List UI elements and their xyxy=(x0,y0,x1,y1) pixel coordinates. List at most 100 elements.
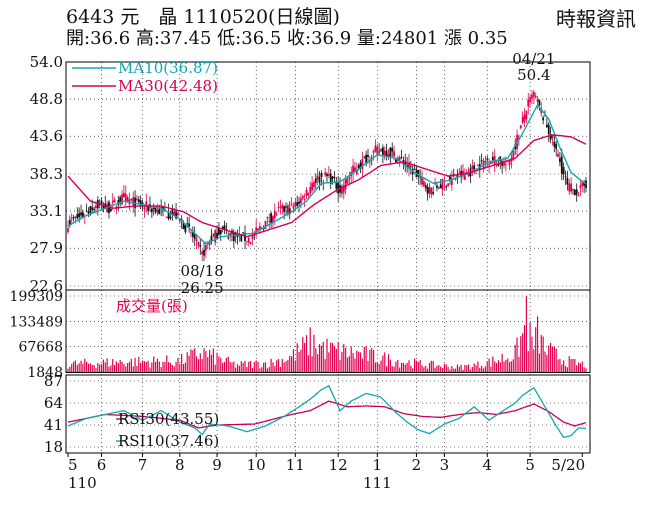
volume-bar xyxy=(259,368,261,372)
candle xyxy=(145,193,148,213)
volume-bar xyxy=(272,362,274,372)
candle-body xyxy=(326,173,328,177)
candle xyxy=(527,92,530,115)
candle xyxy=(445,184,448,191)
candle xyxy=(311,175,313,193)
candle xyxy=(475,172,477,175)
candle-body xyxy=(475,173,477,174)
candle xyxy=(111,193,114,211)
candle xyxy=(352,158,354,182)
volume-bar xyxy=(80,360,82,372)
candle xyxy=(288,201,291,220)
volume-bar xyxy=(574,358,576,372)
candle-body xyxy=(268,221,271,222)
volume-bar xyxy=(199,353,201,372)
volume-bar xyxy=(466,365,468,372)
candle xyxy=(285,202,287,215)
candle-body xyxy=(327,174,330,176)
volume-bar xyxy=(583,367,585,372)
volume-bar xyxy=(214,364,216,372)
candle xyxy=(275,211,278,217)
candle-body xyxy=(74,216,77,218)
price-tick-label: 27.9 xyxy=(30,239,63,257)
candle-body xyxy=(519,125,522,129)
volume-bar xyxy=(127,363,129,372)
volume-bar xyxy=(460,364,462,372)
volume-bar xyxy=(337,342,339,372)
candle-body xyxy=(352,165,354,174)
candle-body xyxy=(424,185,427,189)
candle-body xyxy=(341,186,343,194)
candle-body xyxy=(80,212,82,216)
candle-body xyxy=(76,214,79,219)
volume-bar xyxy=(151,362,153,372)
candle-body xyxy=(204,245,207,251)
volume-bar xyxy=(535,327,537,372)
volume-bar xyxy=(294,360,296,372)
candle xyxy=(341,183,343,198)
volume-bar xyxy=(263,362,265,372)
volume-bar xyxy=(93,365,95,372)
volume-bar xyxy=(177,357,179,372)
volume-bar xyxy=(175,362,177,372)
price-tick-label: 54.0 xyxy=(30,53,63,71)
candle xyxy=(212,233,215,238)
candle-body xyxy=(393,151,395,157)
volume-bar xyxy=(352,353,354,372)
candle-body xyxy=(521,116,524,124)
volume-bar xyxy=(397,359,399,372)
volume-bar xyxy=(382,355,384,372)
candle-body xyxy=(560,156,563,174)
candle xyxy=(67,220,69,235)
volume-bar xyxy=(492,356,494,372)
candle xyxy=(318,171,321,191)
candle-body xyxy=(296,202,299,206)
candle xyxy=(257,227,259,231)
candle xyxy=(510,152,513,169)
candle-body xyxy=(559,158,561,163)
volume-bar xyxy=(229,361,231,372)
candle-body xyxy=(421,176,423,185)
volume-bar xyxy=(240,361,242,372)
volume-bar xyxy=(371,347,373,372)
rsi-tick-label: 41 xyxy=(44,416,63,434)
candle-body xyxy=(426,187,429,194)
candle-body xyxy=(266,216,269,219)
candle xyxy=(259,222,261,234)
candle-body xyxy=(117,200,120,205)
candle-body xyxy=(212,234,215,236)
volume-bar xyxy=(473,363,475,372)
candle-body xyxy=(169,216,172,219)
volume-bar xyxy=(468,364,470,372)
candle-body xyxy=(247,237,250,243)
candle xyxy=(197,241,200,249)
candle-body xyxy=(277,207,280,208)
candle xyxy=(538,99,541,111)
candle xyxy=(391,142,394,158)
price-tick-label: 22.6 xyxy=(30,277,63,295)
candle-body xyxy=(331,176,334,179)
candle xyxy=(486,155,489,167)
price-tick-label: 43.6 xyxy=(30,127,63,145)
candle xyxy=(346,176,349,185)
candle xyxy=(247,235,250,247)
volume-bar xyxy=(490,366,492,372)
price-volume-frame xyxy=(65,61,591,373)
candle-body xyxy=(136,198,138,200)
volume-bar xyxy=(386,366,388,372)
candle-body xyxy=(463,173,466,180)
candle-body xyxy=(292,205,295,209)
volume-bar xyxy=(194,348,196,372)
volume-bar xyxy=(341,351,343,372)
volume-bar xyxy=(250,361,252,372)
candle-body xyxy=(385,150,388,157)
candle-body xyxy=(389,147,392,157)
volume-bar xyxy=(393,366,395,372)
volume-bar xyxy=(326,338,328,372)
candle xyxy=(313,180,315,191)
candle-body xyxy=(162,206,164,210)
volume-bar xyxy=(436,365,438,372)
candle-body xyxy=(311,183,313,191)
volume-bar xyxy=(84,358,86,372)
candle xyxy=(400,149,403,160)
